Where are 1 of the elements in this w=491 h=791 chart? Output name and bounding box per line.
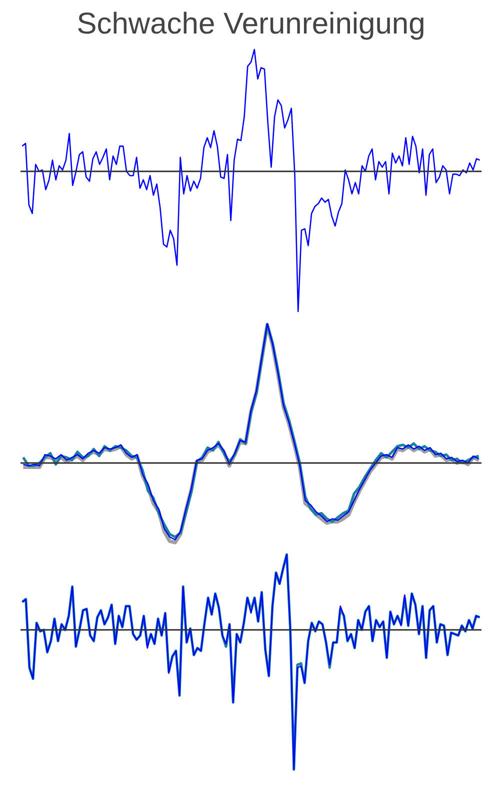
- chart-title: Schwache Verunreinigung: [76, 8, 426, 40]
